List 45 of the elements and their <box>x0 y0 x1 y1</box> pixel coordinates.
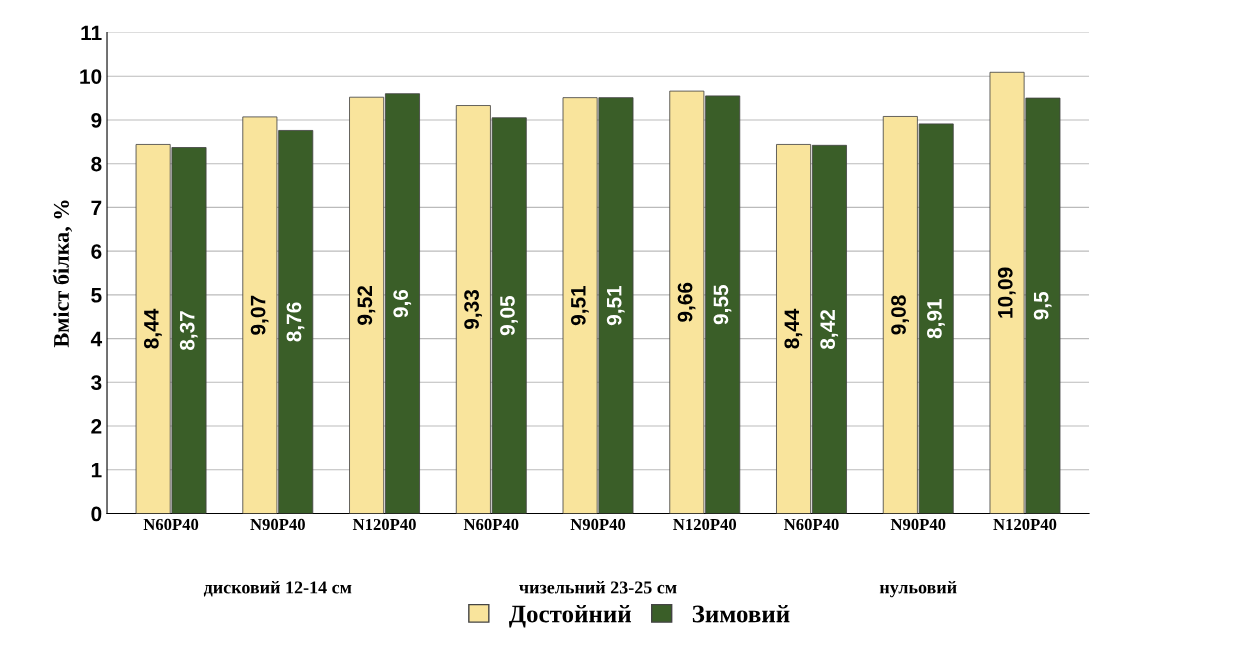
legend-label: Зимовий <box>692 604 790 623</box>
y-tick-label: 4 <box>90 331 103 347</box>
text: 9,33 <box>464 289 482 330</box>
x-tick-label: N90P40 <box>890 518 946 531</box>
y-tick-label: 3 <box>91 375 102 391</box>
y-tick-label: 10 <box>80 69 102 84</box>
text: 8,44 <box>143 308 162 349</box>
y-tick-label: 0 <box>91 506 102 522</box>
text: 9,51 <box>606 285 625 326</box>
text: 8,37 <box>179 311 198 351</box>
text: 9,05 <box>500 295 518 336</box>
y-tick-label: 1 <box>91 462 102 478</box>
y-tick-label: 9 <box>91 112 102 128</box>
text: 9,51 <box>570 285 589 326</box>
x-tick-label: N60P40 <box>143 518 199 531</box>
text: 9,08 <box>891 295 909 335</box>
y-tick-label: 6 <box>91 244 102 259</box>
x-tick-label: N60P40 <box>784 518 839 531</box>
text: 9,55 <box>713 285 732 325</box>
y-tick-label: 5 <box>91 288 102 303</box>
y-tick-label: 8 <box>91 156 102 172</box>
y-axis-title: Вміст білка, % <box>52 200 73 348</box>
x-tick-label: N90P40 <box>250 518 305 531</box>
text: дисковий 12-14 см <box>203 580 352 597</box>
text: 9,5 <box>1033 291 1052 320</box>
x-tick-label: N120P40 <box>993 518 1057 531</box>
text: 9,52 <box>357 285 376 325</box>
text: 8,42 <box>820 309 839 350</box>
x-tick-label: N120P40 <box>352 518 416 531</box>
text: нульовий <box>879 580 957 598</box>
text: чизельний 23-25 см <box>519 580 677 594</box>
text: 8,91 <box>927 299 945 339</box>
x-tick-label: N120P40 <box>673 518 737 531</box>
text: 8,76 <box>286 302 305 342</box>
text: 9,07 <box>250 295 269 335</box>
text: 10,09 <box>997 267 1016 318</box>
y-tick-label: 11 <box>81 25 102 41</box>
y-tick-label: 7 <box>91 200 102 215</box>
text: 9,66 <box>677 282 696 322</box>
legend-label: Достойний <box>508 604 632 628</box>
x-tick-label: N60P40 <box>463 518 519 531</box>
y-tick-label: 2 <box>91 419 102 434</box>
text: 9,6 <box>393 289 412 318</box>
x-tick-label: N90P40 <box>570 518 626 531</box>
text: 8,44 <box>784 308 803 349</box>
